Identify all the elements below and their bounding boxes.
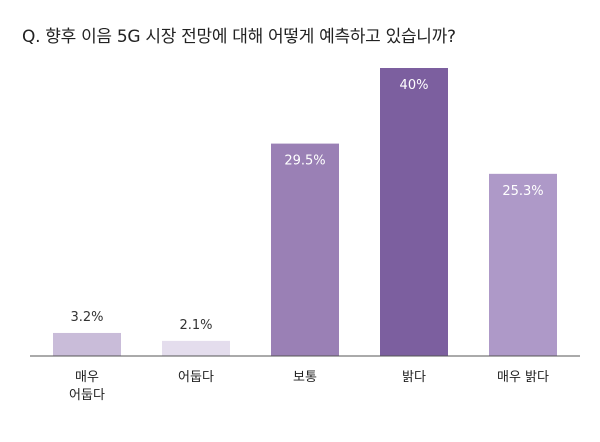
bar-4 (380, 68, 448, 356)
labels-group: 3.2% 매우 어둡다 2.1% 어둡다 29.5% 보통 40% 밝다 25.3% 매우 밝다 (69, 78, 549, 403)
value-label-3: 29.5% (284, 154, 325, 169)
value-label-4: 40% (400, 78, 429, 93)
value-label-5: 25.3% (502, 184, 543, 199)
category-label-3: 보통 (293, 370, 317, 385)
bar-1 (53, 332, 121, 356)
value-label-1: 3.2% (70, 310, 103, 325)
chart-title: Q. 향후 이음 5G 시장 전망에 대해 어떻게 예측하고 있습니까? (22, 27, 456, 47)
category-label-5: 매우 밝다 (497, 370, 549, 385)
category-label-2: 어둡다 (178, 370, 214, 385)
bars-group (53, 68, 557, 356)
value-label-2: 2.1% (179, 318, 212, 333)
category-label-1: 매우 어둡다 (69, 370, 105, 403)
category-label-4: 밝다 (402, 370, 426, 385)
bar-2 (162, 340, 230, 356)
bar-5 (489, 173, 557, 356)
bar-3 (271, 143, 339, 356)
